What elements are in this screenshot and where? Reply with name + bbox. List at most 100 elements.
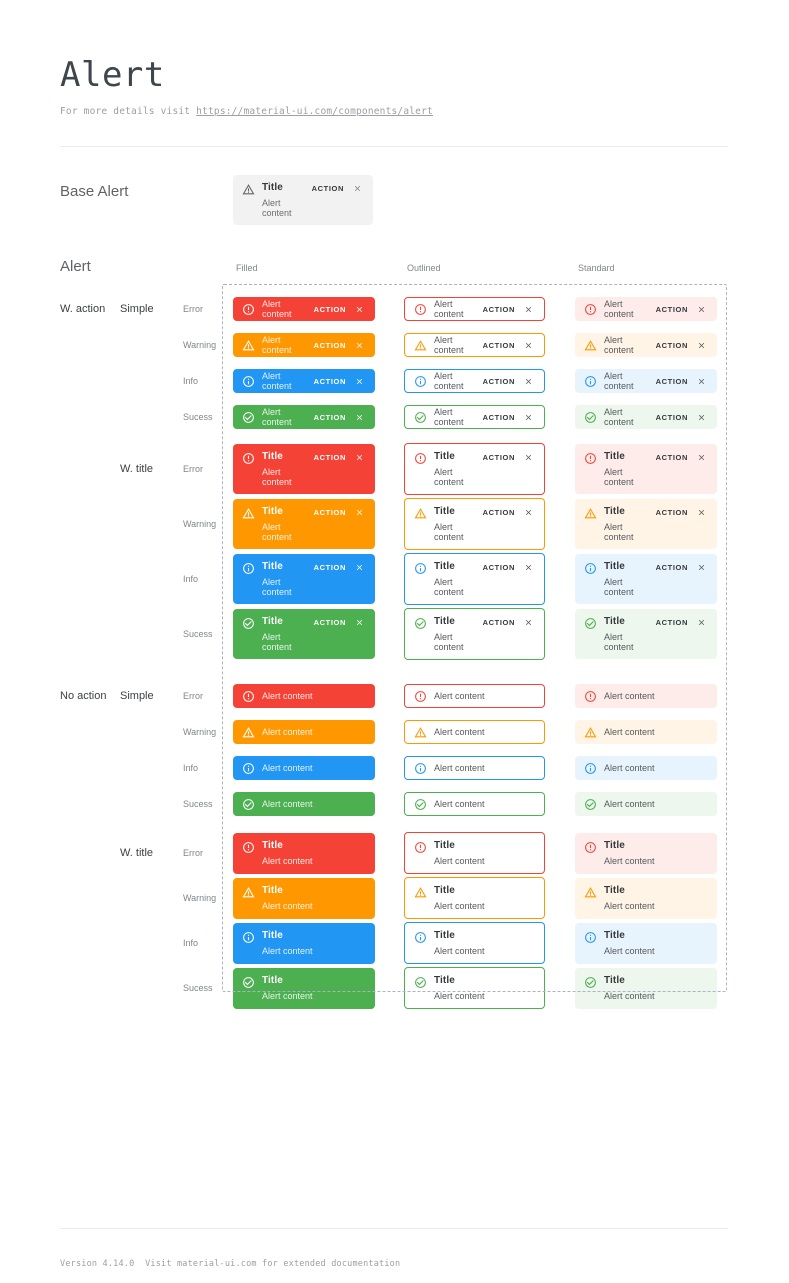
alert-title: Title [434, 885, 455, 896]
alert-title: Title [604, 561, 625, 572]
alert-outlined-info: Title Alert content [404, 922, 545, 964]
alert-content: Alert content [262, 990, 313, 1001]
action-button[interactable]: ACTION [482, 618, 515, 627]
close-icon[interactable] [524, 413, 533, 422]
close-icon[interactable] [697, 508, 706, 517]
cell-standard: Title Alert content [575, 877, 717, 919]
cell-filled: Alert content ACTION [233, 333, 375, 357]
alert-standard-warning: Title Alert content [575, 877, 717, 919]
action-button[interactable]: ACTION [655, 508, 688, 517]
close-icon[interactable] [355, 341, 364, 350]
action-button[interactable]: ACTION [313, 563, 346, 572]
cell-filled: Title Alert content ACTION [233, 609, 375, 659]
alert-grid-row: Info Title Alert content ACTION Title Al… [60, 553, 728, 605]
alert-grid-row: Sucess Alert content ACTION Alert conten… [60, 405, 728, 429]
close-icon[interactable] [697, 563, 706, 572]
action-button[interactable]: ACTION [313, 340, 346, 350]
alert-filled-error: Alert content [233, 684, 375, 708]
alert-content: Alert content [604, 855, 655, 866]
cell-filled: Alert content ACTION [233, 405, 375, 429]
column-header-filled: Filled [236, 263, 258, 273]
alert-title: Title [262, 182, 283, 193]
action-button[interactable]: ACTION [313, 618, 346, 627]
action-button[interactable]: ACTION [482, 340, 515, 350]
action-button[interactable]: ACTION [655, 618, 688, 627]
close-icon[interactable] [697, 377, 706, 386]
alert-actions: ACTION [656, 508, 706, 517]
cell-filled: Title Alert content ACTION [233, 499, 375, 549]
success-icon [242, 976, 255, 989]
close-icon[interactable] [524, 508, 533, 517]
close-icon[interactable] [697, 341, 706, 350]
subtitle-link[interactable]: https://material-ui.com/components/alert [196, 106, 433, 117]
cell-standard: Alert content ACTION [575, 297, 717, 321]
close-icon[interactable] [355, 413, 364, 422]
action-button[interactable]: ACTION [482, 508, 515, 517]
close-icon[interactable] [697, 618, 706, 627]
error-icon [414, 303, 427, 316]
close-icon[interactable] [524, 341, 533, 350]
action-button[interactable]: ACTION [313, 304, 346, 314]
action-button[interactable]: ACTION [313, 412, 346, 422]
action-button[interactable]: ACTION [655, 453, 688, 462]
success-icon [414, 617, 427, 630]
alert-grid-row: Info Alert content ACTION Alert content … [60, 369, 728, 393]
alert-content: Alert content [262, 632, 292, 652]
action-button[interactable]: ACTION [655, 304, 688, 314]
group-label: W. action [60, 303, 106, 315]
close-icon[interactable] [524, 377, 533, 386]
alert-content: Alert content [262, 467, 292, 487]
close-icon[interactable] [524, 305, 533, 314]
close-icon[interactable] [697, 413, 706, 422]
alert-content: Alert content [434, 991, 485, 1001]
close-icon[interactable] [355, 618, 364, 627]
alert-content: Alert content [604, 407, 634, 427]
close-icon[interactable] [355, 453, 364, 462]
base-alert-section: Base Alert Title Alert content ACTION [60, 175, 728, 225]
action-button[interactable]: ACTION [655, 412, 688, 422]
action-button[interactable]: ACTION [311, 184, 344, 193]
action-button[interactable]: ACTION [482, 563, 515, 572]
close-icon[interactable] [355, 305, 364, 314]
close-icon[interactable] [524, 563, 533, 572]
alert-outlined-error: Title Alert content ACTION [404, 443, 545, 495]
alert-content: Alert content [604, 522, 634, 542]
alert-content: Alert content [604, 335, 634, 355]
alert-filled-info: Title Alert content ACTION [233, 554, 375, 604]
close-icon[interactable] [355, 377, 364, 386]
action-button[interactable]: ACTION [482, 376, 515, 386]
action-button[interactable]: ACTION [313, 508, 346, 517]
base-alert-section-label: Base Alert [60, 183, 129, 200]
close-icon[interactable] [697, 305, 706, 314]
action-button[interactable]: ACTION [313, 376, 346, 386]
close-icon[interactable] [524, 618, 533, 627]
alert-standard-error: Alert content ACTION [575, 297, 717, 321]
action-button[interactable]: ACTION [482, 304, 515, 314]
action-button[interactable]: ACTION [655, 340, 688, 350]
cell-outlined: Alert content ACTION [404, 369, 545, 393]
warning-icon [242, 507, 255, 520]
close-icon[interactable] [355, 508, 364, 517]
action-button[interactable]: ACTION [313, 453, 346, 462]
action-button[interactable]: ACTION [655, 376, 688, 386]
alert-content: Alert content [604, 990, 655, 1001]
subtitle-text: For more details visit [60, 106, 197, 117]
alert-outlined-warning: Title Alert content [404, 877, 545, 919]
alert-standard-info: Alert content ACTION [575, 369, 717, 393]
cell-outlined: Title Alert content ACTION [404, 443, 545, 495]
alert-actions: ACTION [656, 563, 706, 572]
close-icon[interactable] [697, 453, 706, 462]
alert-content: Alert content [434, 467, 464, 487]
action-button[interactable]: ACTION [482, 412, 515, 422]
close-icon[interactable] [355, 563, 364, 572]
alert-filled-success: Alert content ACTION [233, 405, 375, 429]
action-button[interactable]: ACTION [482, 453, 515, 462]
alert-outlined-warning: Title Alert content ACTION [404, 498, 545, 550]
alert-content: Alert content [604, 945, 655, 956]
action-button[interactable]: ACTION [655, 563, 688, 572]
alert-content: Alert content [604, 799, 655, 809]
close-icon[interactable] [353, 184, 362, 193]
close-icon[interactable] [524, 453, 533, 462]
cell-outlined: Title Alert content [404, 832, 545, 874]
column-header-standard: Standard [578, 263, 615, 273]
